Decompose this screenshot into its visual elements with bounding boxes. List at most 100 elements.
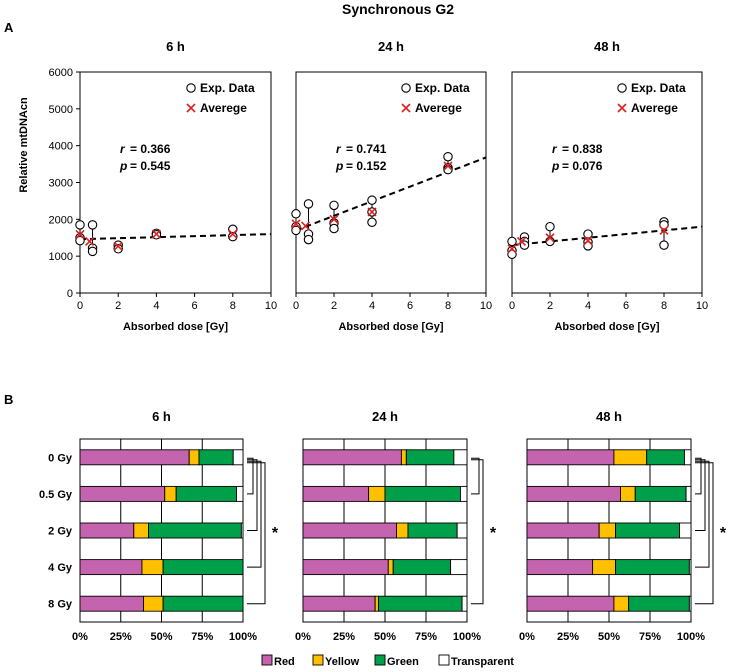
bar-segment-red xyxy=(79,449,190,466)
bar-segment-green xyxy=(384,485,461,502)
bar-segment-red xyxy=(526,595,615,612)
p-value: = 0.545 xyxy=(130,159,171,173)
x-tick-label: 75% xyxy=(639,631,661,643)
y-tick-label: 6000 xyxy=(49,67,73,79)
bar-subplot: 24 h 0% 25% 50% 75% 100% * xyxy=(295,409,497,643)
x-tick-label: 50% xyxy=(374,631,396,643)
average-point xyxy=(659,225,669,235)
x-tick-label: 8 xyxy=(661,300,667,312)
average-point xyxy=(507,244,517,254)
bar-segment-green xyxy=(175,485,237,502)
exp-data-point xyxy=(507,249,517,260)
bar-segment-yellow xyxy=(592,559,617,576)
legend-swatch-red xyxy=(261,654,273,666)
plot-frame xyxy=(295,71,487,294)
bar-segment-green xyxy=(377,595,463,612)
exp-data-point xyxy=(659,240,669,250)
average-point xyxy=(583,236,593,246)
subplot-title: 48 h xyxy=(596,409,622,424)
exp-data-point xyxy=(87,220,98,230)
significance-bracket xyxy=(695,460,710,568)
bar-segment-transparent xyxy=(236,485,244,502)
average-point xyxy=(545,233,555,243)
x-tick-label: 4 xyxy=(369,300,375,312)
figure-title: Synchronous G2 xyxy=(342,1,454,17)
x-tick-label: 50% xyxy=(598,631,620,643)
bar-segment-red xyxy=(526,485,621,502)
bar-segment-red xyxy=(79,522,135,539)
bar-segment-red xyxy=(526,522,600,539)
bar-segment-red xyxy=(526,559,594,576)
bar-segment-transparent xyxy=(232,449,244,466)
bar-segment-yellow xyxy=(374,595,379,612)
average-point xyxy=(84,236,95,246)
average-point xyxy=(367,207,377,217)
legend-exp-label: Exp. Data xyxy=(200,81,255,95)
bar-segment-red xyxy=(302,485,370,502)
bar-segment-green xyxy=(148,522,242,539)
exp-data-point xyxy=(303,199,314,209)
bar-segment-red xyxy=(79,559,143,576)
x-tick-label: 10 xyxy=(480,300,492,312)
r-symbol: r xyxy=(336,142,342,156)
legend-average-label: Averege xyxy=(200,101,247,115)
significance-bracket xyxy=(471,459,484,605)
bar-segment-green xyxy=(628,595,690,612)
legend-average-icon xyxy=(186,103,196,113)
average-point xyxy=(151,229,161,239)
trend-line xyxy=(79,233,272,241)
x-tick-label: 8 xyxy=(445,300,451,312)
p-symbol: p xyxy=(119,159,127,173)
legend-label-green: Green xyxy=(387,656,419,668)
subplot-title: 24 h xyxy=(378,39,404,54)
significance-bracket xyxy=(471,457,480,495)
x-tick-label: 10 xyxy=(265,300,277,312)
r-value: = 0.366 xyxy=(130,142,171,156)
bar-segment-green xyxy=(198,449,234,466)
bar-segment-red xyxy=(526,449,615,466)
r-value: = 0.741 xyxy=(346,142,387,156)
bar-segment-green xyxy=(615,559,690,576)
significance-bracket xyxy=(695,457,702,495)
y-tick-label: 3000 xyxy=(49,178,73,190)
bar-segment-red xyxy=(302,522,397,539)
bar-subplot: 6 h 0% 25% 50% 75% 100% 0 Gy 0.5 Gy 2 Gy 4 Gy 8 Gy… xyxy=(39,409,279,643)
exp-data-point xyxy=(87,246,98,257)
significance-bracket xyxy=(695,459,706,531)
bar-segment-green xyxy=(615,522,680,539)
x-axis-label: Absorbed dose [Gy] xyxy=(338,321,443,333)
exp-data-point xyxy=(75,220,85,230)
bar-subplot: 48 h 0% 25% 50% 75% 100% * xyxy=(519,409,727,643)
legend-average-icon xyxy=(617,103,627,113)
scatter-subplot: 48 h 0 2 4 6 8 10 Absorbed dose [Gy] Exp. Data Av… xyxy=(507,39,708,333)
x-tick-label: 50% xyxy=(150,631,172,643)
bar-segment-transparent xyxy=(450,559,468,576)
category-label: 4 Gy xyxy=(48,562,73,574)
x-tick-label: 4 xyxy=(585,300,591,312)
significance-bracket xyxy=(695,462,714,605)
category-label: 2 Gy xyxy=(48,526,73,538)
bar-segment-transparent xyxy=(685,485,692,502)
bar-segment-yellow xyxy=(141,559,164,576)
x-tick-label: 75% xyxy=(191,631,213,643)
bar-segment-transparent xyxy=(453,449,468,466)
x-tick-label: 0 xyxy=(509,300,515,312)
bar-segment-green xyxy=(392,559,452,576)
legend-swatch-transparent xyxy=(438,654,450,666)
bar-segment-yellow xyxy=(387,559,394,576)
exp-data-point xyxy=(507,236,517,247)
legend-exp-label: Exp. Data xyxy=(631,81,686,95)
average-point xyxy=(75,229,85,240)
exp-data-point xyxy=(113,244,123,254)
significance-star: * xyxy=(720,525,727,542)
legend-exp-label: Exp. Data xyxy=(415,81,470,95)
exp-data-point xyxy=(367,217,377,228)
trend-line xyxy=(511,225,703,247)
x-axis-label: Absorbed dose [Gy] xyxy=(123,321,228,333)
bar-segment-yellow xyxy=(143,595,164,612)
bar-segment-yellow xyxy=(620,485,636,502)
legend-average-label: Averege xyxy=(631,101,678,115)
trend-line xyxy=(295,156,487,232)
y-tick-label: 2000 xyxy=(49,214,73,226)
legend-exp-icon xyxy=(401,83,411,93)
